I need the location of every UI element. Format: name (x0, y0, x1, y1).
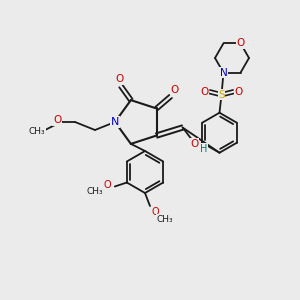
Text: O: O (116, 74, 124, 84)
Text: O: O (200, 87, 208, 97)
Text: O: O (170, 85, 179, 95)
Text: O: O (53, 115, 61, 125)
Text: O: O (190, 139, 199, 148)
Text: O: O (151, 207, 159, 217)
Text: O: O (234, 87, 243, 97)
Text: CH₃: CH₃ (86, 187, 103, 196)
Text: S: S (218, 90, 225, 100)
Text: N: N (111, 117, 119, 127)
Text: N: N (220, 68, 227, 78)
Text: CH₃: CH₃ (29, 128, 45, 136)
Text: CH₃: CH₃ (157, 214, 173, 224)
Text: H: H (200, 143, 207, 154)
Text: O: O (103, 179, 111, 190)
Text: O: O (236, 38, 244, 48)
